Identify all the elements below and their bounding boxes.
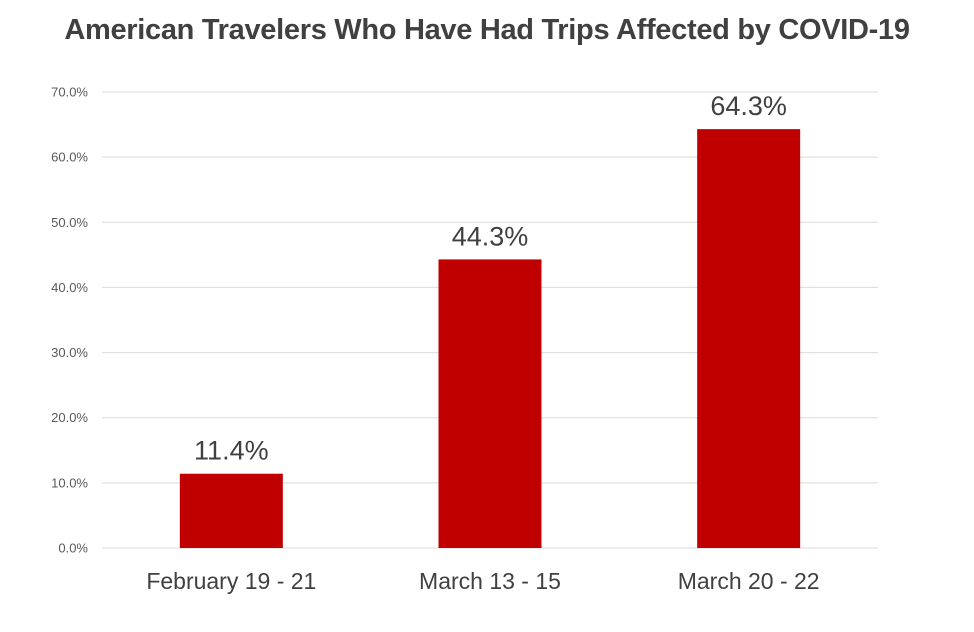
bars [179, 129, 801, 549]
y-tick-label: 20.0% [51, 410, 88, 425]
bar [697, 129, 801, 549]
bar [179, 473, 283, 548]
bar [438, 259, 542, 548]
x-category-label: February 19 - 21 [146, 568, 316, 594]
y-tick-label: 60.0% [51, 150, 88, 165]
data-label: 64.3% [710, 91, 787, 121]
y-tick-label: 30.0% [51, 345, 88, 360]
y-tick-label: 70.0% [51, 85, 88, 100]
data-label: 44.3% [452, 221, 529, 251]
data-label: 11.4% [194, 436, 269, 466]
y-tick-label: 40.0% [51, 280, 88, 295]
y-tick-label: 0.0% [58, 541, 88, 556]
y-tick-label: 50.0% [51, 215, 88, 230]
y-axis-ticks: 0.0% 10.0% 20.0% 30.0% 40.0% 50.0% 60.0% 70.0% [51, 85, 88, 556]
x-category-label: March 13 - 15 [419, 568, 561, 594]
data-labels: 11.4% 44.3% 64.3% [194, 91, 787, 466]
x-axis-categories: February 19 - 21 March 13 - 15 March 20 - … [146, 568, 819, 594]
chart-title: American Travelers Who Have Had Trips Af… [64, 14, 910, 46]
x-category-label: March 20 - 22 [678, 568, 820, 594]
y-tick-label: 10.0% [51, 475, 88, 490]
